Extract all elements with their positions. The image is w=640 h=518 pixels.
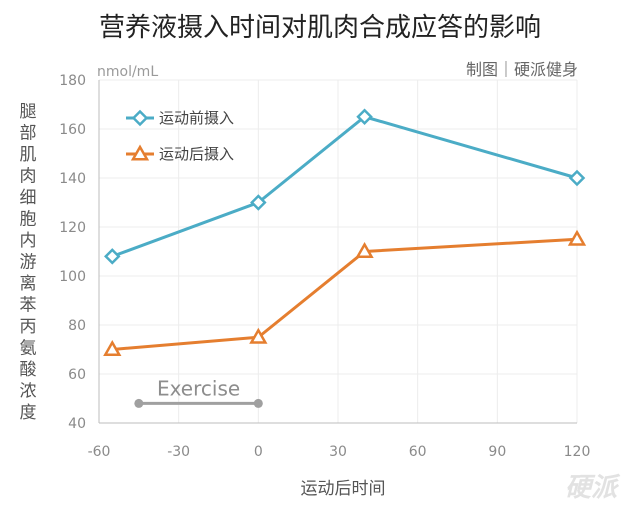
credit-label: 制图｜硬派健身 (466, 60, 578, 79)
x-axis-title: 运动后时间 (301, 479, 386, 499)
unit-label: nmol/mL (97, 64, 158, 80)
y-tick-label: 40 (68, 416, 86, 432)
grid (99, 79, 578, 423)
legend-label: 运动前摄入 (159, 109, 234, 127)
legend-marker (130, 144, 150, 161)
y-tick-label: 60 (68, 367, 86, 383)
legend-marker (131, 109, 149, 127)
data-point (250, 194, 267, 211)
y-axis-title-char: 胞 (20, 210, 37, 230)
y-axis-title-char: 浓 (20, 382, 37, 402)
y-axis-title-char: 氨 (20, 339, 37, 359)
y-tick-labels: 40 60 80 100 120 140 160 180 (59, 73, 86, 432)
y-tick-label: 80 (68, 318, 86, 334)
data-point (567, 229, 587, 246)
x-tick-label: 90 (488, 444, 506, 460)
series-2 (103, 229, 587, 356)
y-axis-title-char: 度 (20, 403, 37, 423)
series-layer (103, 108, 587, 356)
series-1 (104, 108, 586, 265)
x-tick-label: 0 (254, 444, 263, 460)
chart-title: 营养液摄入时间对肌肉合成应答的影响 (99, 13, 541, 43)
legend-label: 运动后摄入 (159, 145, 234, 163)
exercise-bar-end (253, 398, 263, 408)
exercise-annotation: Exercise (134, 376, 263, 408)
exercise-label: Exercise (157, 376, 240, 400)
y-tick-label: 140 (59, 171, 86, 187)
data-point (356, 108, 373, 126)
data-point (249, 327, 268, 344)
data-point (104, 248, 121, 265)
x-tick-label: 120 (564, 444, 591, 460)
data-point (568, 169, 586, 187)
y-tick-label: 180 (59, 73, 86, 89)
x-tick-labels: -60 -30 0 30 60 90 120 (88, 444, 591, 460)
y-axis-title-char: 游 (20, 253, 37, 273)
data-point (103, 339, 122, 356)
y-tick-label: 100 (59, 269, 86, 285)
x-tick-label: 60 (409, 444, 427, 460)
legend-item: 运动前摄入 (126, 109, 234, 127)
y-axis-title-char: 离 (20, 274, 37, 294)
y-axis-title-char: 腿 (20, 102, 37, 122)
x-tick-label: -60 (88, 444, 111, 460)
y-axis-title-char: 酸 (20, 360, 37, 380)
y-axis-title-char: 细 (20, 188, 37, 208)
y-axis-title-char: 部 (20, 124, 37, 144)
y-axis-title-char: 丙 (20, 317, 37, 337)
series-line (112, 237, 578, 351)
y-axis-title-char: 肉 (20, 167, 37, 187)
series-line (111, 115, 578, 258)
exercise-bar-start (134, 398, 144, 408)
x-tick-label: 30 (329, 444, 347, 460)
data-point (355, 241, 374, 258)
y-tick-label: 160 (59, 122, 86, 138)
x-tick-label: -30 (167, 444, 190, 460)
y-axis-title-char: 肌 (20, 145, 37, 165)
y-axis-title-char: 内 (20, 231, 37, 251)
y-axis-title-char: 苯 (20, 296, 37, 316)
y-tick-label: 120 (59, 220, 86, 236)
axes (98, 80, 577, 424)
watermark-logo: 硬派 (565, 473, 621, 503)
legend-item: 运动后摄入 (126, 144, 234, 163)
